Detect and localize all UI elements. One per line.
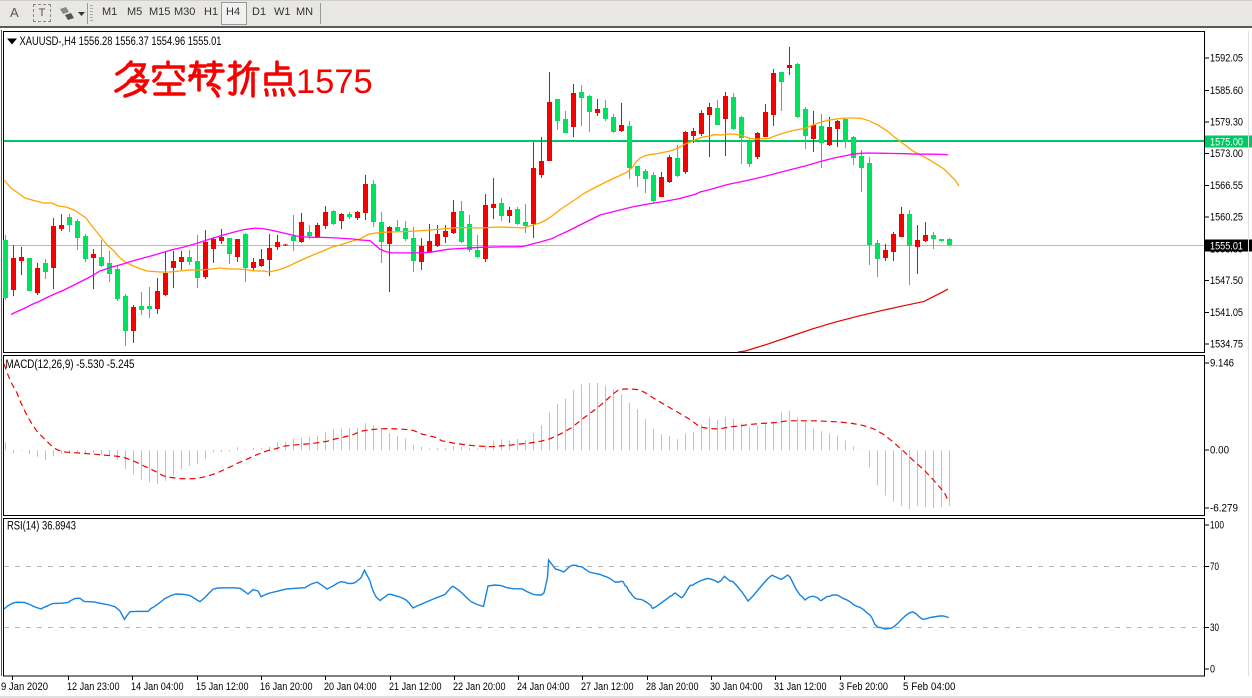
svg-text:1547.50: 1547.50 [1210,275,1243,287]
svg-text:70: 70 [1210,561,1219,573]
svg-text:0.00: 0.00 [1210,445,1229,457]
svg-text:28 Jan 20:00: 28 Jan 20:00 [646,681,699,693]
svg-text:1541.05: 1541.05 [1210,307,1243,319]
svg-text:1534.75: 1534.75 [1210,339,1243,351]
svg-text:-6.279: -6.279 [1210,503,1238,515]
svg-text:21 Jan 12:00: 21 Jan 12:00 [389,681,442,693]
svg-text:30: 30 [1210,622,1219,634]
svg-text:RSI(14) 36.8943: RSI(14) 36.8943 [7,521,76,533]
svg-text:1560.25: 1560.25 [1210,212,1243,224]
svg-text:1575.00: 1575.00 [1210,137,1243,149]
svg-text:24 Jan 04:00: 24 Jan 04:00 [517,681,570,693]
svg-text:12 Jan 23:00: 12 Jan 23:00 [67,681,120,693]
svg-text:9.146: 9.146 [1210,358,1234,370]
svg-text:1592.05: 1592.05 [1210,53,1243,65]
svg-text:20 Jan 04:00: 20 Jan 04:00 [324,681,377,693]
svg-text:3 Feb 20:00: 3 Feb 20:00 [839,681,888,693]
svg-text:MACD(12,26,9) -5.530 -5.245: MACD(12,26,9) -5.530 -5.245 [6,359,135,371]
svg-text:27 Jan 12:00: 27 Jan 12:00 [581,681,634,693]
svg-text:1579.30: 1579.30 [1210,117,1243,129]
svg-text:30 Jan 04:00: 30 Jan 04:00 [710,681,763,693]
svg-text:1585.60: 1585.60 [1210,85,1243,97]
svg-text:5 Feb 04:00: 5 Feb 04:00 [903,681,956,693]
svg-text:1575: 1575 [296,63,373,101]
svg-text:16 Jan 20:00: 16 Jan 20:00 [260,681,313,693]
svg-text:XAUUSD-,H4 1556.28 1556.37 15: XAUUSD-,H4 1556.28 1556.37 1554.96 1555.… [20,34,222,48]
svg-text:31 Jan 12:00: 31 Jan 12:00 [774,681,827,693]
svg-text:0: 0 [1210,664,1215,676]
svg-text:22 Jan 20:00: 22 Jan 20:00 [453,681,506,693]
svg-text:15 Jan 12:00: 15 Jan 12:00 [196,681,249,693]
svg-text:9 Jan 2020: 9 Jan 2020 [1,681,48,693]
svg-text:14 Jan 04:00: 14 Jan 04:00 [131,681,184,693]
svg-text:1573.00: 1573.00 [1210,148,1243,160]
svg-text:1555.01: 1555.01 [1210,241,1243,253]
svg-text:1566.55: 1566.55 [1210,180,1243,192]
svg-text:100: 100 [1210,520,1224,532]
